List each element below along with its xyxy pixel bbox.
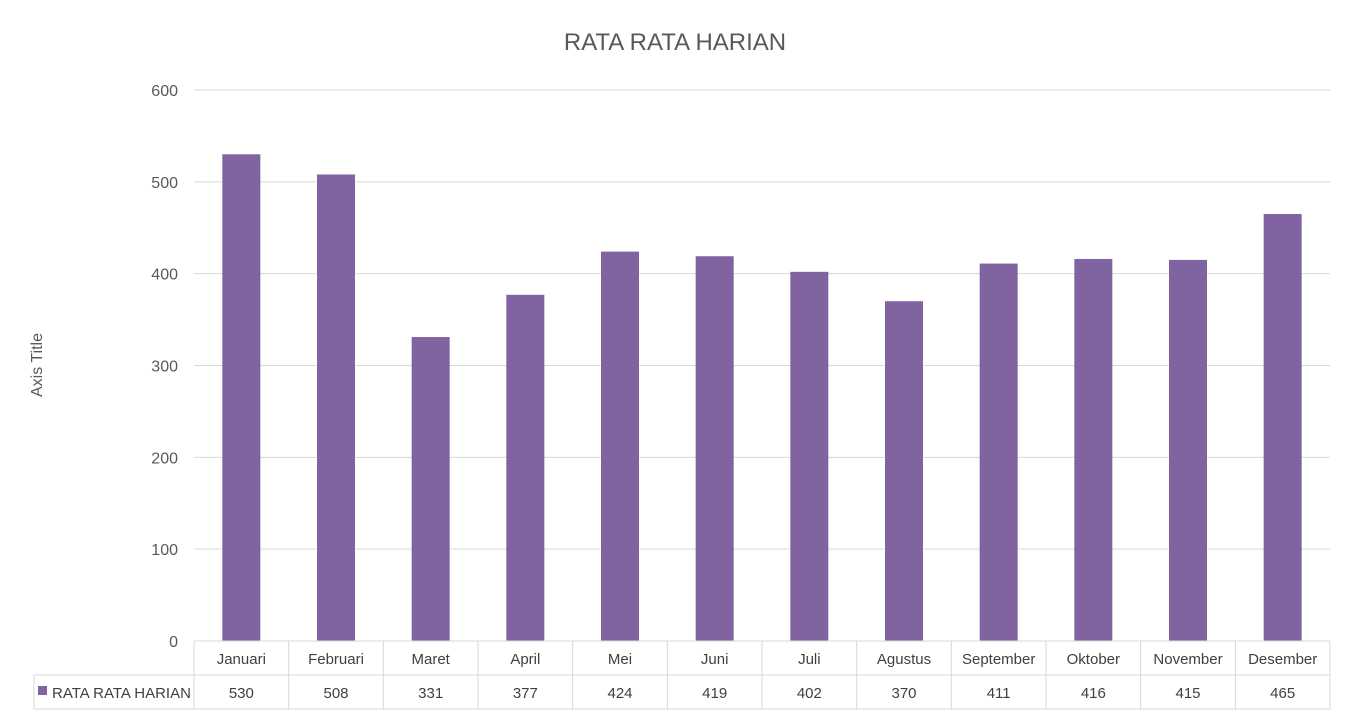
- bar: [506, 294, 545, 641]
- data-label: 370: [891, 685, 916, 702]
- gridlines: [194, 89, 1330, 642]
- data-label: 411: [987, 685, 1011, 702]
- y-tick-label: 500: [151, 175, 178, 192]
- bar: [222, 154, 261, 642]
- y-tick-label: 300: [151, 359, 178, 376]
- x-tick-label: April: [510, 651, 540, 668]
- x-tick-label: Februari: [308, 651, 364, 668]
- bars: [222, 154, 1302, 642]
- data-table: Januari Februari Maret April Mei Juni Juli Agus…: [33, 640, 1331, 710]
- x-tick-label: Oktober: [1067, 651, 1120, 668]
- x-tick-label: Mei: [608, 651, 632, 668]
- bar: [1169, 259, 1207, 641]
- data-label: 424: [607, 685, 632, 702]
- data-label: 415: [1175, 685, 1200, 702]
- data-label: 508: [323, 685, 348, 702]
- x-tick-label: Januari: [217, 651, 266, 668]
- data-label: 331: [418, 685, 443, 702]
- x-tick-label: Juli: [798, 651, 821, 668]
- data-label: 465: [1270, 685, 1295, 702]
- y-tick-label: 0: [169, 634, 178, 651]
- bar: [411, 337, 450, 641]
- x-tick-label: Maret: [411, 651, 450, 668]
- x-tick-label: Desember: [1248, 651, 1317, 668]
- chart-title: RATA RATA HARIAN: [564, 29, 786, 56]
- y-axis-ticks: 0 100 200 300 400 500 600: [151, 83, 178, 651]
- y-tick-label: 100: [151, 542, 178, 559]
- data-label: 530: [229, 685, 254, 702]
- data-label: 419: [702, 685, 727, 702]
- bar: [601, 251, 639, 642]
- y-tick-label: 600: [151, 83, 178, 100]
- bar: [979, 263, 1018, 641]
- y-tick-label: 200: [151, 450, 178, 467]
- x-tick-label: Juni: [701, 651, 729, 668]
- bar: [885, 301, 923, 641]
- data-label: 377: [513, 685, 538, 702]
- bar: [790, 271, 829, 641]
- x-tick-label: September: [962, 651, 1035, 668]
- data-label: 402: [797, 685, 822, 702]
- y-axis-title: Axis Title: [29, 333, 46, 397]
- bar: [1074, 258, 1113, 641]
- bar: [1263, 213, 1302, 641]
- legend-label: RATA RATA HARIAN: [52, 685, 191, 702]
- x-tick-label: Agustus: [877, 651, 931, 668]
- data-label: 416: [1081, 685, 1106, 702]
- x-tick-label: November: [1153, 651, 1222, 668]
- bar: [317, 174, 355, 641]
- legend-swatch: [38, 686, 47, 695]
- y-tick-label: 400: [151, 267, 178, 284]
- bar: [695, 256, 734, 641]
